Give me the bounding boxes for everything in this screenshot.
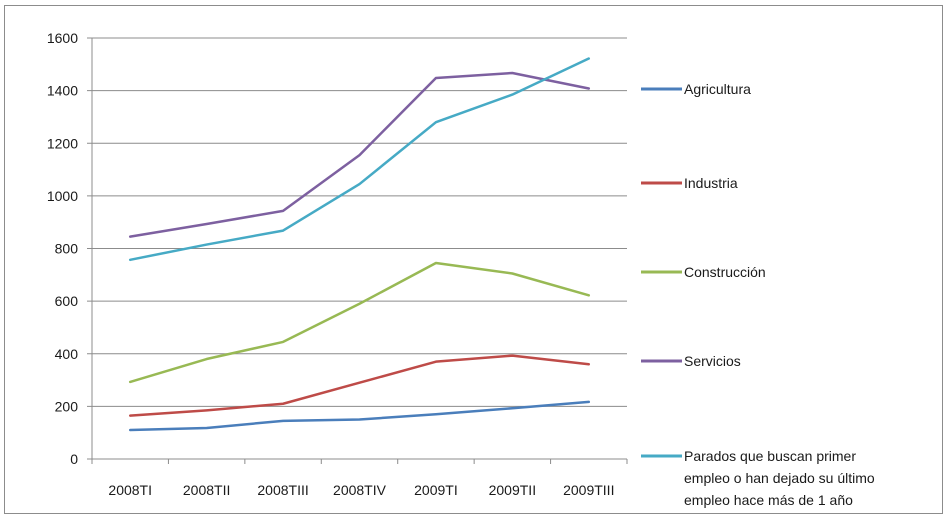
legend-label-line: empleo hace más de 1 año xyxy=(684,492,853,508)
legend-label: Construcción xyxy=(684,264,766,280)
y-tick-label: 1600 xyxy=(47,30,78,46)
legend: Agricultura Industria Construcción Servicio… xyxy=(641,81,875,508)
x-tick-label: 2008TII xyxy=(183,482,230,498)
legend-label: Agricultura xyxy=(684,81,751,97)
line-chart: 0 200 400 600 800 1000 1200 1400 1600 2008TI 2008T… xyxy=(47,30,875,508)
y-tick-label: 1000 xyxy=(47,188,78,204)
y-tick-label: 1400 xyxy=(47,83,78,99)
series-line-3 xyxy=(128,71,591,238)
x-tick-label: 2008TIV xyxy=(333,482,387,498)
legend-label: Industria xyxy=(684,175,738,191)
series-line-2 xyxy=(128,261,591,384)
x-tick-label: 2008TIII xyxy=(257,482,308,498)
y-tick-label: 200 xyxy=(55,398,79,414)
x-tick-label: 2009TII xyxy=(489,482,536,498)
gridlines xyxy=(92,37,627,407)
y-tick-label: 1200 xyxy=(47,135,78,151)
legend-item: Servicios xyxy=(641,353,741,369)
legend-item: Construcción xyxy=(641,264,766,280)
series-line-0 xyxy=(128,400,591,432)
series-lines xyxy=(128,57,591,432)
legend-item: Agricultura xyxy=(641,81,751,97)
series-line-1 xyxy=(128,354,591,417)
legend-item: Parados que buscan primer empleo o han de… xyxy=(641,448,875,508)
legend-label: Servicios xyxy=(684,353,741,369)
legend-label-line: empleo o han dejado su último xyxy=(684,470,875,486)
x-tick-label: 2008TI xyxy=(108,482,152,498)
legend-item: Industria xyxy=(641,175,738,191)
y-tick-label: 600 xyxy=(55,293,79,309)
series-line-4 xyxy=(128,57,591,262)
chart-frame: 0 200 400 600 800 1000 1200 1400 1600 2008TI 2008T… xyxy=(4,5,943,514)
legend-label-line: Parados que buscan primer xyxy=(684,448,856,464)
x-tick-label: 2009TIII xyxy=(563,482,614,498)
axes xyxy=(87,37,628,464)
y-tick-label: 400 xyxy=(55,346,79,362)
y-tick-label: 800 xyxy=(55,241,79,257)
tick-labels: 0 200 400 600 800 1000 1200 1400 1600 2008TI 2008T… xyxy=(47,30,615,498)
y-tick-label: 0 xyxy=(70,451,78,467)
x-tick-label: 2009TI xyxy=(414,482,458,498)
